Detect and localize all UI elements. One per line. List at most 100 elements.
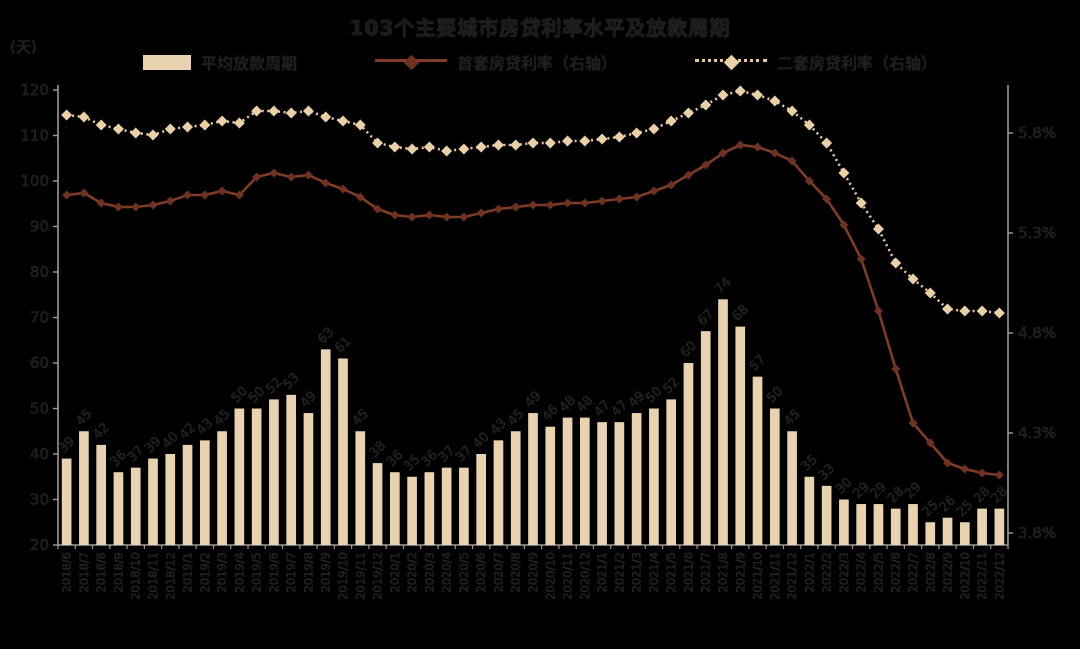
x-axis-label: 2019/2	[198, 552, 212, 592]
bar	[821, 485, 832, 545]
data-point-diamond	[873, 306, 883, 316]
legend: 平均放款周期 首套房贷利率（右轴） 二套房贷利率（右轴）	[0, 50, 1080, 74]
bar	[510, 431, 521, 545]
left-axis-tick-label: 110	[20, 127, 49, 145]
x-axis-label: 2020/11	[561, 552, 575, 600]
bar	[873, 504, 884, 545]
bar-value-label: 60	[678, 339, 700, 361]
x-axis-label: 2018/6	[60, 552, 74, 592]
data-point-diamond	[285, 107, 297, 119]
bar	[251, 408, 262, 545]
bar	[579, 417, 590, 545]
x-axis-label: 2019/1	[181, 552, 195, 592]
data-point-diamond	[562, 135, 574, 147]
x-axis-label: 2022/6	[889, 552, 903, 592]
data-point-diamond	[337, 115, 349, 127]
left-axis-unit-label: (天)	[10, 38, 37, 56]
x-axis-label: 2019/5	[250, 552, 264, 592]
data-point-diamond	[580, 198, 590, 208]
right-axis-tick-label: 4.8%	[1018, 324, 1056, 342]
bar-value-label: 68	[729, 302, 751, 324]
data-point-diamond	[839, 220, 849, 230]
legend-line1-label: 首套房贷利率（右轴）	[456, 54, 617, 73]
bar	[925, 522, 936, 545]
data-point-diamond	[234, 190, 244, 200]
data-point-diamond	[960, 464, 970, 474]
data-point-diamond	[976, 305, 988, 317]
x-axis-label: 2022/1	[802, 552, 816, 592]
bar	[459, 467, 469, 545]
data-point-diamond	[787, 156, 797, 166]
data-point-diamond	[994, 470, 1004, 480]
data-point-diamond	[613, 131, 625, 143]
chart-title: 103个主要城市房贷利率水平及放款周期	[349, 16, 731, 40]
x-axis-label: 2022/10	[958, 552, 972, 600]
data-point-diamond	[648, 123, 660, 135]
bar-value-label: 74	[712, 275, 734, 297]
left-axis-tick-label: 40	[30, 445, 49, 463]
data-point-diamond	[528, 200, 538, 210]
bar	[994, 508, 1005, 545]
data-point-diamond	[545, 200, 555, 210]
data-point-diamond	[372, 137, 384, 149]
bar	[165, 454, 176, 545]
legend-line2-label: 二套房贷利率（右轴）	[777, 54, 938, 73]
data-point-diamond	[993, 307, 1005, 319]
x-axis-label: 2022/8	[923, 552, 937, 592]
data-point-diamond	[286, 172, 296, 182]
left-axis-tick-label: 70	[30, 309, 49, 327]
bar-value-label: 29	[902, 480, 924, 502]
data-point-diamond	[303, 170, 313, 180]
data-point-diamond	[804, 176, 814, 186]
data-point-diamond	[389, 141, 401, 153]
left-axis-tick-label: 80	[30, 263, 49, 281]
x-axis-label: 2018/10	[129, 552, 143, 600]
x-axis-label: 2019/6	[267, 552, 281, 592]
bar	[113, 472, 124, 545]
x-axis-label: 2021/3	[630, 552, 644, 592]
x-axis-label: 2020/6	[474, 552, 488, 592]
bar	[320, 349, 331, 545]
bar	[338, 358, 348, 545]
data-point-diamond	[183, 190, 193, 200]
data-point-diamond	[113, 202, 123, 212]
data-point-diamond	[164, 123, 176, 135]
data-point-diamond	[959, 305, 971, 317]
x-axis-label: 2020/5	[457, 552, 471, 592]
bar	[700, 331, 711, 545]
bar	[61, 458, 72, 545]
bar	[79, 431, 89, 545]
data-point-diamond	[838, 167, 850, 179]
data-point-diamond	[614, 194, 624, 204]
x-axis-label: 2019/3	[215, 552, 229, 592]
data-point-diamond	[718, 148, 728, 158]
x-axis-label: 2022/4	[854, 552, 868, 592]
data-point-diamond	[597, 196, 607, 206]
bar	[597, 422, 607, 545]
bar-value-label: 25	[954, 498, 976, 520]
bar	[856, 504, 867, 545]
data-point-diamond	[407, 212, 417, 222]
bar	[649, 408, 659, 545]
x-axis-label: 2020/9	[526, 552, 540, 592]
data-point-diamond	[856, 254, 866, 264]
x-axis-label: 2021/6	[681, 552, 695, 592]
bar	[355, 431, 366, 545]
data-point-diamond	[735, 140, 745, 150]
x-axis-label: 2019/12	[371, 552, 385, 600]
bar	[631, 413, 642, 545]
data-point-diamond	[786, 105, 798, 117]
data-point-diamond	[62, 190, 72, 200]
data-point-diamond	[943, 458, 953, 468]
data-point-diamond	[320, 111, 332, 123]
data-point-diamond	[682, 107, 694, 119]
bar	[959, 522, 970, 545]
data-point-diamond	[321, 178, 331, 188]
data-point-diamond	[61, 109, 73, 121]
left-axis-tick-label: 90	[30, 218, 49, 236]
data-point-diamond	[268, 105, 280, 117]
bar	[528, 413, 538, 545]
data-point-diamond	[216, 115, 228, 127]
data-point-diamond	[527, 137, 539, 149]
